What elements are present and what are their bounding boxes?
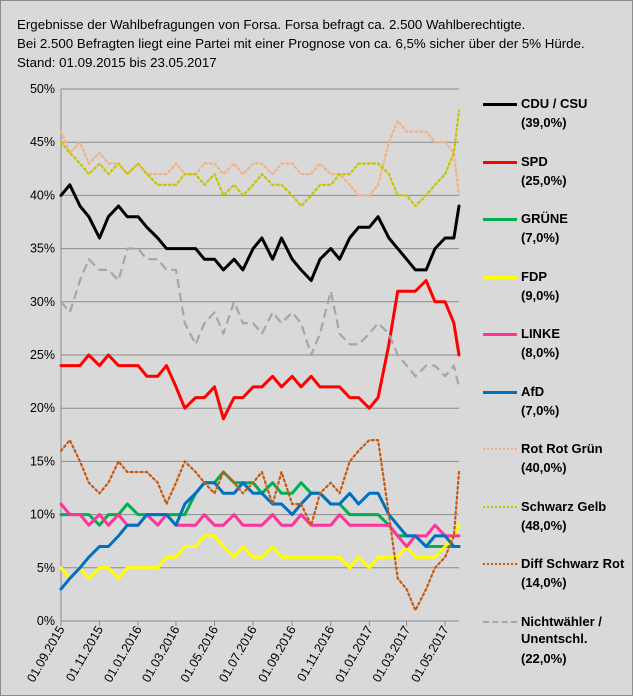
- header-line-3: Stand: 01.09.2015 bis 23.05.2017: [17, 55, 217, 70]
- y-tick-label: 50%: [30, 82, 55, 96]
- legend-label: Schwarz Gelb: [521, 498, 607, 514]
- legend-label: CDU / CSU: [521, 96, 588, 111]
- y-tick-label: 35%: [30, 242, 55, 256]
- legend-value: (9,0%): [521, 287, 560, 303]
- legend-value: (25,0%): [521, 172, 567, 188]
- legend-item: Schwarz Gelb (48,0%): [481, 498, 631, 558]
- header-line-2: Bei 2.500 Befragten liegt eine Partei mi…: [17, 36, 585, 51]
- legend-label: Nichtwähler / Unentschl.: [521, 613, 602, 647]
- legend-item: CDU / CSU (39,0%): [481, 95, 631, 155]
- legend-swatch: [483, 448, 517, 450]
- series-line-cdu-csu: [59, 183, 461, 282]
- y-tick-label: 20%: [30, 401, 55, 415]
- legend-swatch: [483, 620, 517, 623]
- legend-swatch: [483, 333, 517, 336]
- legend-label: Diff Schwarz Rot: [521, 556, 625, 571]
- grid-lines: [60, 88, 459, 626]
- x-tick-label: 01.05.2017: [408, 623, 451, 684]
- legend-item: LINKE (8,0%): [481, 325, 631, 385]
- legend-swatch: [483, 103, 517, 106]
- legend-label: GRÜNE: [521, 211, 568, 226]
- legend-item: SPD (25,0%): [481, 153, 631, 213]
- y-tick-label: 30%: [30, 295, 55, 309]
- series-line-schwarz-gelb: [59, 109, 461, 208]
- legend-item: Diff Schwarz Rot (14,0%): [481, 555, 631, 615]
- series-lines: [59, 109, 461, 612]
- y-tick-label: 10%: [30, 508, 55, 522]
- legend-item: FDP (9,0%): [481, 268, 631, 328]
- legend-item: Nichtwähler / Unentschl. (22,0%): [481, 613, 631, 673]
- chart-header: Ergebnisse der Wahlbefragungen von Forsa…: [17, 15, 617, 72]
- legend-swatch: [483, 160, 517, 164]
- legend-value: (39,0%): [521, 115, 567, 130]
- legend-label: FDP: [521, 268, 547, 284]
- legend-value: (7,0%): [521, 230, 560, 245]
- y-axis-tick-labels: 0% 5% 10% 15% 20% 25% 30% 35% 40% 45% 50%: [30, 82, 55, 628]
- legend-value: (8,0%): [521, 345, 560, 360]
- x-tick-label: 01.01.2016: [101, 623, 144, 684]
- x-tick-label: 01.03.2017: [370, 623, 413, 684]
- series-line-afd: [59, 481, 461, 591]
- x-tick-label: 01.09.2015: [24, 623, 67, 684]
- x-tick-label: 01.05.2016: [178, 623, 221, 684]
- y-tick-label: 25%: [30, 348, 55, 362]
- legend-swatch: [483, 275, 517, 279]
- x-tick-label: 01.11.2015: [63, 623, 106, 683]
- legend-label: LINKE: [521, 326, 560, 341]
- y-tick-label: 5%: [37, 561, 55, 575]
- legend-value: (48,0%): [521, 517, 567, 533]
- legend-value: (40,0%): [521, 460, 567, 475]
- y-tick-label: 40%: [30, 188, 55, 202]
- x-tick-label: 01.11.2016: [294, 623, 337, 683]
- legend-swatch: [483, 563, 517, 565]
- legend-label: SPD: [521, 153, 548, 169]
- legend-item: AfD (7,0%): [481, 383, 631, 443]
- y-tick-label: 0%: [37, 614, 55, 628]
- legend-swatch: [483, 218, 517, 221]
- legend-value: (22,0%): [521, 650, 567, 666]
- series-line-nichtw-hler-unentschl: [60, 247, 461, 388]
- legend-label: AfD: [521, 383, 545, 399]
- series-line-fdp: [59, 523, 461, 580]
- y-tick-label: 45%: [30, 135, 55, 149]
- legend-item: GRÜNE (7,0%): [481, 210, 631, 270]
- legend-value: (14,0%): [521, 575, 567, 590]
- x-tick-label: 01.09.2016: [255, 623, 298, 684]
- legend-value: (7,0%): [521, 402, 560, 418]
- series-line-diff-schwarz-rot: [59, 439, 461, 612]
- header-line-1: Ergebnisse der Wahlbefragungen von Forsa…: [17, 17, 526, 32]
- legend-label: Rot Rot Grün: [521, 441, 603, 456]
- legend-label-line: Unentschl.: [521, 630, 588, 646]
- legend-label-line: Nichtwähler /: [521, 613, 602, 629]
- x-tick-label: 01.03.2016: [139, 623, 182, 684]
- x-tick-label: 01.01.2017: [332, 623, 375, 684]
- legend-swatch: [483, 505, 517, 508]
- legend-item: Rot Rot Grün (40,0%): [481, 440, 631, 500]
- legend-swatch: [483, 390, 517, 394]
- series-line-rot-rot-gr-n: [59, 119, 461, 197]
- series-line-spd: [59, 279, 461, 421]
- x-tick-label: 01.07.2016: [216, 623, 259, 684]
- y-tick-label: 15%: [30, 454, 55, 468]
- x-axis-tick-labels: 01.09.201501.11.201501.01.201601.03.2016…: [24, 623, 452, 684]
